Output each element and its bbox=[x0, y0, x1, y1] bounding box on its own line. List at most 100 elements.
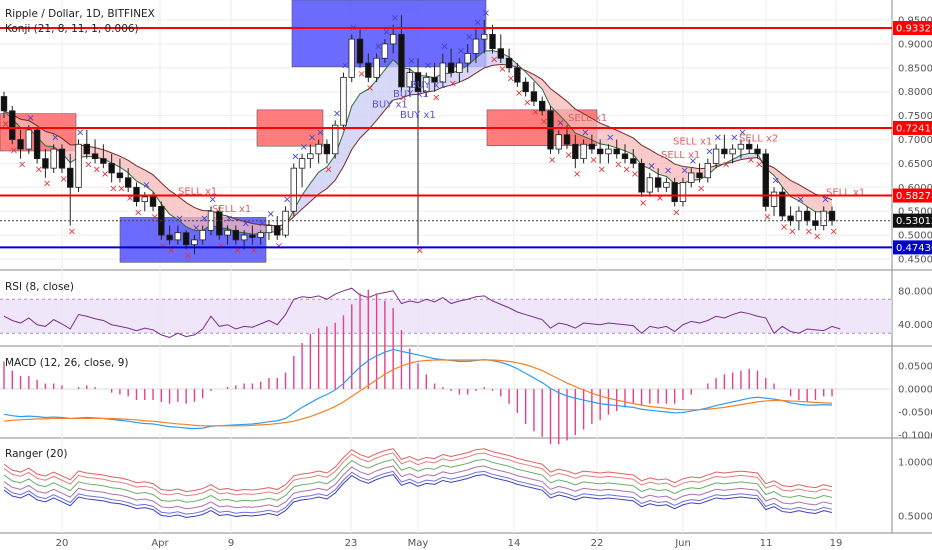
candle-body bbox=[514, 67, 521, 83]
signal-marker: × bbox=[51, 132, 59, 143]
candle-body bbox=[83, 143, 90, 155]
signal-marker: × bbox=[581, 128, 589, 139]
cloud-segment bbox=[376, 69, 385, 121]
signal-marker: × bbox=[308, 132, 316, 143]
ranger-band bbox=[3, 452, 833, 497]
cloud-segment bbox=[119, 156, 129, 173]
signal-marker: × bbox=[316, 128, 324, 139]
signal-marker: × bbox=[614, 160, 622, 171]
time-tick-label: 9 bbox=[228, 538, 234, 549]
ranger-band bbox=[3, 458, 833, 503]
candle-body bbox=[638, 162, 645, 193]
signal-marker: × bbox=[730, 132, 738, 143]
ranger-band bbox=[3, 448, 833, 492]
ranger-band bbox=[3, 470, 833, 515]
candle-body bbox=[9, 110, 16, 140]
signal-marker: × bbox=[117, 184, 125, 195]
candle-body bbox=[315, 143, 322, 155]
candle-body bbox=[67, 167, 74, 188]
candle-body bbox=[679, 182, 687, 203]
signal-marker: × bbox=[531, 107, 539, 118]
chart-title: Ripple / Dollar, 1D, BITFINEX bbox=[5, 8, 155, 20]
signal-marker: × bbox=[556, 118, 564, 129]
signal-label: SELL x1 bbox=[673, 136, 712, 147]
cloud-segment bbox=[351, 93, 361, 150]
candle-body bbox=[265, 225, 273, 234]
cloud-segment bbox=[591, 118, 601, 144]
signal-marker: × bbox=[283, 194, 291, 205]
cloud-segment bbox=[128, 160, 137, 182]
signal-marker: × bbox=[291, 151, 299, 162]
ranger-tick-label: 0.5000 bbox=[898, 512, 932, 523]
candle-body bbox=[539, 100, 546, 112]
signal-marker: × bbox=[656, 193, 664, 204]
candle-body bbox=[630, 158, 637, 164]
price-tag-label: 0.47430 bbox=[896, 243, 932, 254]
rsi-tick-label: 80.0000 bbox=[898, 286, 932, 297]
rsi-pane[interactable] bbox=[0, 287, 892, 338]
signal-marker: × bbox=[424, 61, 432, 72]
signal-marker: × bbox=[266, 209, 274, 220]
candle-body bbox=[688, 172, 695, 183]
candle-body bbox=[340, 76, 347, 126]
cloud-segment bbox=[360, 89, 369, 138]
ranger-band bbox=[3, 474, 833, 518]
candle-body bbox=[489, 33, 496, 50]
cloud-segment bbox=[823, 196, 832, 215]
candle-body bbox=[199, 229, 206, 241]
time-axis[interactable]: 20 Apr 9 23 May 14 22 Jun 11 19 bbox=[56, 538, 843, 549]
candle-body bbox=[423, 76, 430, 93]
signal-marker: × bbox=[639, 198, 647, 209]
candle-body bbox=[307, 153, 314, 160]
candle-body bbox=[414, 72, 422, 93]
cloud-segment bbox=[343, 106, 352, 167]
signal-marker: × bbox=[35, 164, 43, 175]
ranger-title: Ranger (20) bbox=[5, 448, 68, 460]
candle-body bbox=[232, 229, 240, 241]
signal-marker: × bbox=[242, 218, 250, 229]
signal-marker: × bbox=[647, 161, 655, 172]
macd-pane[interactable] bbox=[0, 289, 892, 445]
macd-tick-label: -0.0500 bbox=[898, 408, 932, 419]
signal-marker: × bbox=[473, 18, 481, 29]
candle-body bbox=[282, 210, 289, 236]
cloud-segment bbox=[749, 153, 758, 159]
ranger-pane[interactable] bbox=[3, 448, 833, 518]
signal-marker: × bbox=[697, 184, 705, 195]
signal-marker: × bbox=[465, 32, 473, 43]
candle-body bbox=[373, 57, 380, 78]
cloud-segment bbox=[633, 137, 642, 166]
candle-body bbox=[671, 182, 678, 203]
cloud-segment bbox=[252, 223, 261, 235]
candle-body bbox=[398, 33, 405, 88]
time-tick-label: 22 bbox=[591, 538, 604, 549]
cloud-segment bbox=[368, 80, 377, 130]
candle-body bbox=[149, 196, 157, 207]
cloud-segment bbox=[451, 70, 460, 86]
indicator-label: Konji (21, 8, 11, 1, 0.006) bbox=[5, 23, 139, 35]
candle-body bbox=[0, 96, 8, 112]
signal-label: SELL x1 bbox=[661, 150, 700, 161]
candle-body bbox=[812, 220, 819, 226]
candle-body bbox=[572, 143, 579, 160]
cloud-segment bbox=[666, 158, 675, 184]
price-tag bbox=[893, 120, 932, 135]
candle-body bbox=[547, 110, 554, 150]
cloud-segment bbox=[153, 174, 162, 204]
candle-body bbox=[530, 91, 538, 102]
signal-marker: × bbox=[84, 160, 92, 171]
price-pane[interactable]: ××××××××××× × ×× ×××××× ×××××××××××××××××× ××… bbox=[0, 0, 892, 263]
candle-body bbox=[447, 62, 455, 73]
candle-body bbox=[746, 143, 753, 150]
signal-marker: × bbox=[217, 241, 225, 252]
candle-body bbox=[621, 153, 629, 160]
signal-marker: × bbox=[598, 164, 606, 175]
candle-body bbox=[828, 210, 836, 222]
cloud-segment bbox=[484, 50, 493, 68]
